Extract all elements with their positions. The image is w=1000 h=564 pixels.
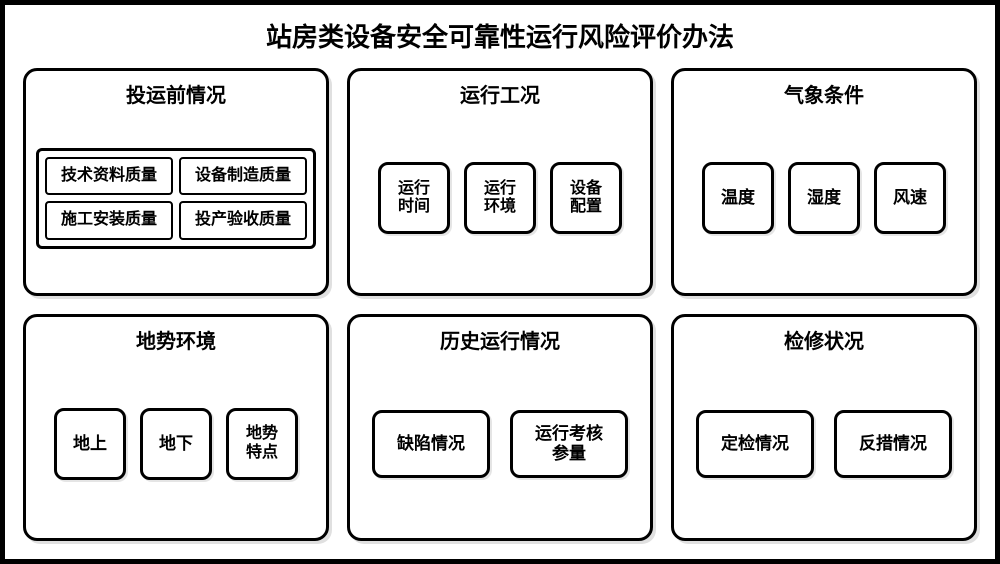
item-wind-speed: 风速 [874,162,946,234]
item-under-ground: 地下 [140,408,212,480]
panel-body: 运行时间 运行环境 设备配置 [360,116,640,281]
panel-maintenance: 检修状况 定检情况 反措情况 [671,314,977,542]
item-temperature: 温度 [702,162,774,234]
panel-title: 气象条件 [684,79,964,108]
item-manufacture-quality: 设备制造质量 [179,157,307,195]
item-run-env: 运行环境 [464,162,536,234]
item-above-ground: 地上 [54,408,126,480]
panel-title: 历史运行情况 [360,325,640,354]
items-row: 缺陷情况 运行考核参量 [360,410,640,478]
items-grid: 技术资料质量 设备制造质量 施工安装质量 投产验收质量 [45,157,307,240]
panel-pre-operation: 投运前情况 技术资料质量 设备制造质量 施工安装质量 投产验收质量 [23,68,329,296]
panel-body: 温度 湿度 风速 [684,116,964,281]
item-assessment-params: 运行考核参量 [510,410,628,478]
panel-title: 投运前情况 [36,79,316,108]
items-row: 定检情况 反措情况 [684,410,964,478]
panel-title: 运行工况 [360,79,640,108]
panel-body: 技术资料质量 设备制造质量 施工安装质量 投产验收质量 [36,116,316,281]
panel-terrain: 地势环境 地上 地下 地势特点 [23,314,329,542]
item-equip-config: 设备配置 [550,162,622,234]
panel-body: 定检情况 反措情况 [684,362,964,527]
panel-title: 检修状况 [684,325,964,354]
item-tech-doc-quality: 技术资料质量 [45,157,173,195]
item-run-time: 运行时间 [378,162,450,234]
item-acceptance-quality: 投产验收质量 [179,201,307,239]
panel-weather: 气象条件 温度 湿度 风速 [671,68,977,296]
items-row: 运行时间 运行环境 设备配置 [360,162,640,234]
diagram-frame: 站房类设备安全可靠性运行风险评价办法 投运前情况 技术资料质量 设备制造质量 施… [0,0,1000,564]
items-frame: 技术资料质量 设备制造质量 施工安装质量 投产验收质量 [36,148,316,249]
panel-body: 地上 地下 地势特点 [36,362,316,527]
item-install-quality: 施工安装质量 [45,201,173,239]
panel-body: 缺陷情况 运行考核参量 [360,362,640,527]
items-row: 地上 地下 地势特点 [36,408,316,480]
diagram-title: 站房类设备安全可靠性运行风险评价办法 [23,17,977,54]
panel-operating-conditions: 运行工况 运行时间 运行环境 设备配置 [347,68,653,296]
item-scheduled-inspection: 定检情况 [696,410,814,478]
panel-title: 地势环境 [36,325,316,354]
panel-history: 历史运行情况 缺陷情况 运行考核参量 [347,314,653,542]
item-humidity: 湿度 [788,162,860,234]
item-defect-status: 缺陷情况 [372,410,490,478]
panel-grid: 投运前情况 技术资料质量 设备制造质量 施工安装质量 投产验收质量 运行工况 运… [23,68,977,541]
item-terrain-feature: 地势特点 [226,408,298,480]
items-row: 温度 湿度 风速 [684,162,964,234]
item-countermeasures: 反措情况 [834,410,952,478]
